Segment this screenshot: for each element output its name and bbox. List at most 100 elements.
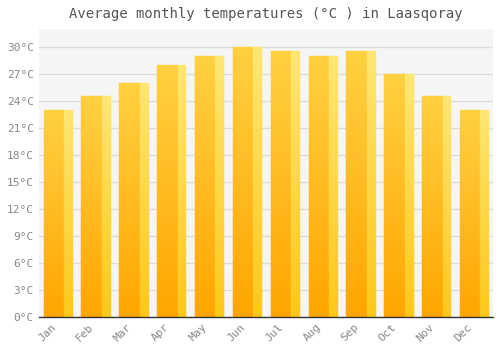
Bar <box>367 107 375 110</box>
Bar <box>404 307 412 309</box>
Bar <box>384 96 404 98</box>
Bar <box>178 251 186 254</box>
Bar <box>216 147 224 150</box>
Bar <box>119 265 140 268</box>
Bar <box>44 155 64 158</box>
Bar <box>367 311 375 314</box>
Bar <box>140 83 147 85</box>
Bar <box>270 155 291 158</box>
Bar <box>329 69 337 72</box>
Bar <box>308 223 329 225</box>
Bar <box>119 129 140 132</box>
Bar <box>480 219 488 222</box>
Bar <box>195 301 216 304</box>
Bar <box>422 133 442 136</box>
Bar <box>64 110 72 112</box>
Bar <box>195 280 216 283</box>
Bar <box>291 197 299 200</box>
Bar <box>442 274 450 277</box>
Bar <box>253 217 261 220</box>
Bar <box>233 114 253 117</box>
Bar <box>308 71 329 74</box>
Bar <box>82 133 102 136</box>
Bar <box>216 82 224 85</box>
Bar <box>195 181 216 184</box>
Bar <box>119 216 140 219</box>
Bar <box>140 181 147 183</box>
Bar <box>157 127 178 131</box>
Bar <box>422 149 442 152</box>
Bar <box>64 153 72 155</box>
Bar <box>178 228 186 231</box>
Bar <box>404 168 412 171</box>
Bar <box>44 234 64 236</box>
Bar <box>270 194 291 197</box>
Bar <box>270 311 291 314</box>
Bar <box>82 109 102 112</box>
Bar <box>367 205 375 208</box>
Bar <box>422 226 442 229</box>
Bar <box>270 104 291 107</box>
Bar <box>442 279 450 281</box>
Bar <box>291 205 299 208</box>
Bar <box>178 135 186 138</box>
Bar <box>308 204 329 207</box>
Bar <box>367 133 375 136</box>
Bar <box>422 145 442 147</box>
Bar <box>82 114 102 116</box>
Bar <box>233 203 253 206</box>
Bar <box>216 254 224 257</box>
Bar <box>367 192 375 195</box>
Bar <box>291 314 299 317</box>
Bar <box>442 244 450 246</box>
Bar <box>157 107 178 110</box>
Bar <box>82 277 102 279</box>
Bar <box>270 67 291 70</box>
Bar <box>384 78 404 81</box>
Bar <box>157 251 178 254</box>
Bar <box>329 181 337 184</box>
Bar <box>195 61 216 64</box>
Bar <box>346 54 367 57</box>
Bar <box>404 178 412 181</box>
Bar <box>308 121 329 124</box>
Bar <box>346 88 367 91</box>
Bar <box>64 271 72 273</box>
Bar <box>442 217 450 220</box>
Bar <box>291 149 299 152</box>
Bar <box>44 262 64 265</box>
Bar <box>404 299 412 302</box>
Bar <box>216 100 224 103</box>
Bar <box>216 144 224 147</box>
Bar <box>367 141 375 145</box>
Bar <box>82 217 102 220</box>
Bar <box>119 122 140 125</box>
Bar <box>384 202 404 205</box>
Bar <box>270 110 291 113</box>
Bar <box>422 171 442 174</box>
Bar <box>82 129 102 132</box>
Bar <box>102 217 110 220</box>
Bar <box>253 173 261 176</box>
Bar <box>308 152 329 155</box>
Bar <box>442 129 450 132</box>
Bar <box>367 306 375 309</box>
Bar <box>270 300 291 303</box>
Bar <box>64 132 72 135</box>
Bar <box>404 125 412 127</box>
Bar <box>329 199 337 202</box>
Bar <box>270 96 291 99</box>
Bar <box>233 92 253 96</box>
Bar <box>329 58 337 61</box>
Bar <box>178 95 186 98</box>
Bar <box>178 231 186 234</box>
Bar <box>44 209 64 211</box>
Bar <box>253 92 261 96</box>
Bar <box>233 100 253 104</box>
Bar <box>367 54 375 57</box>
Bar <box>346 197 367 200</box>
Bar <box>102 171 110 174</box>
Bar <box>291 67 299 70</box>
Bar <box>460 257 480 259</box>
Bar <box>157 218 178 221</box>
